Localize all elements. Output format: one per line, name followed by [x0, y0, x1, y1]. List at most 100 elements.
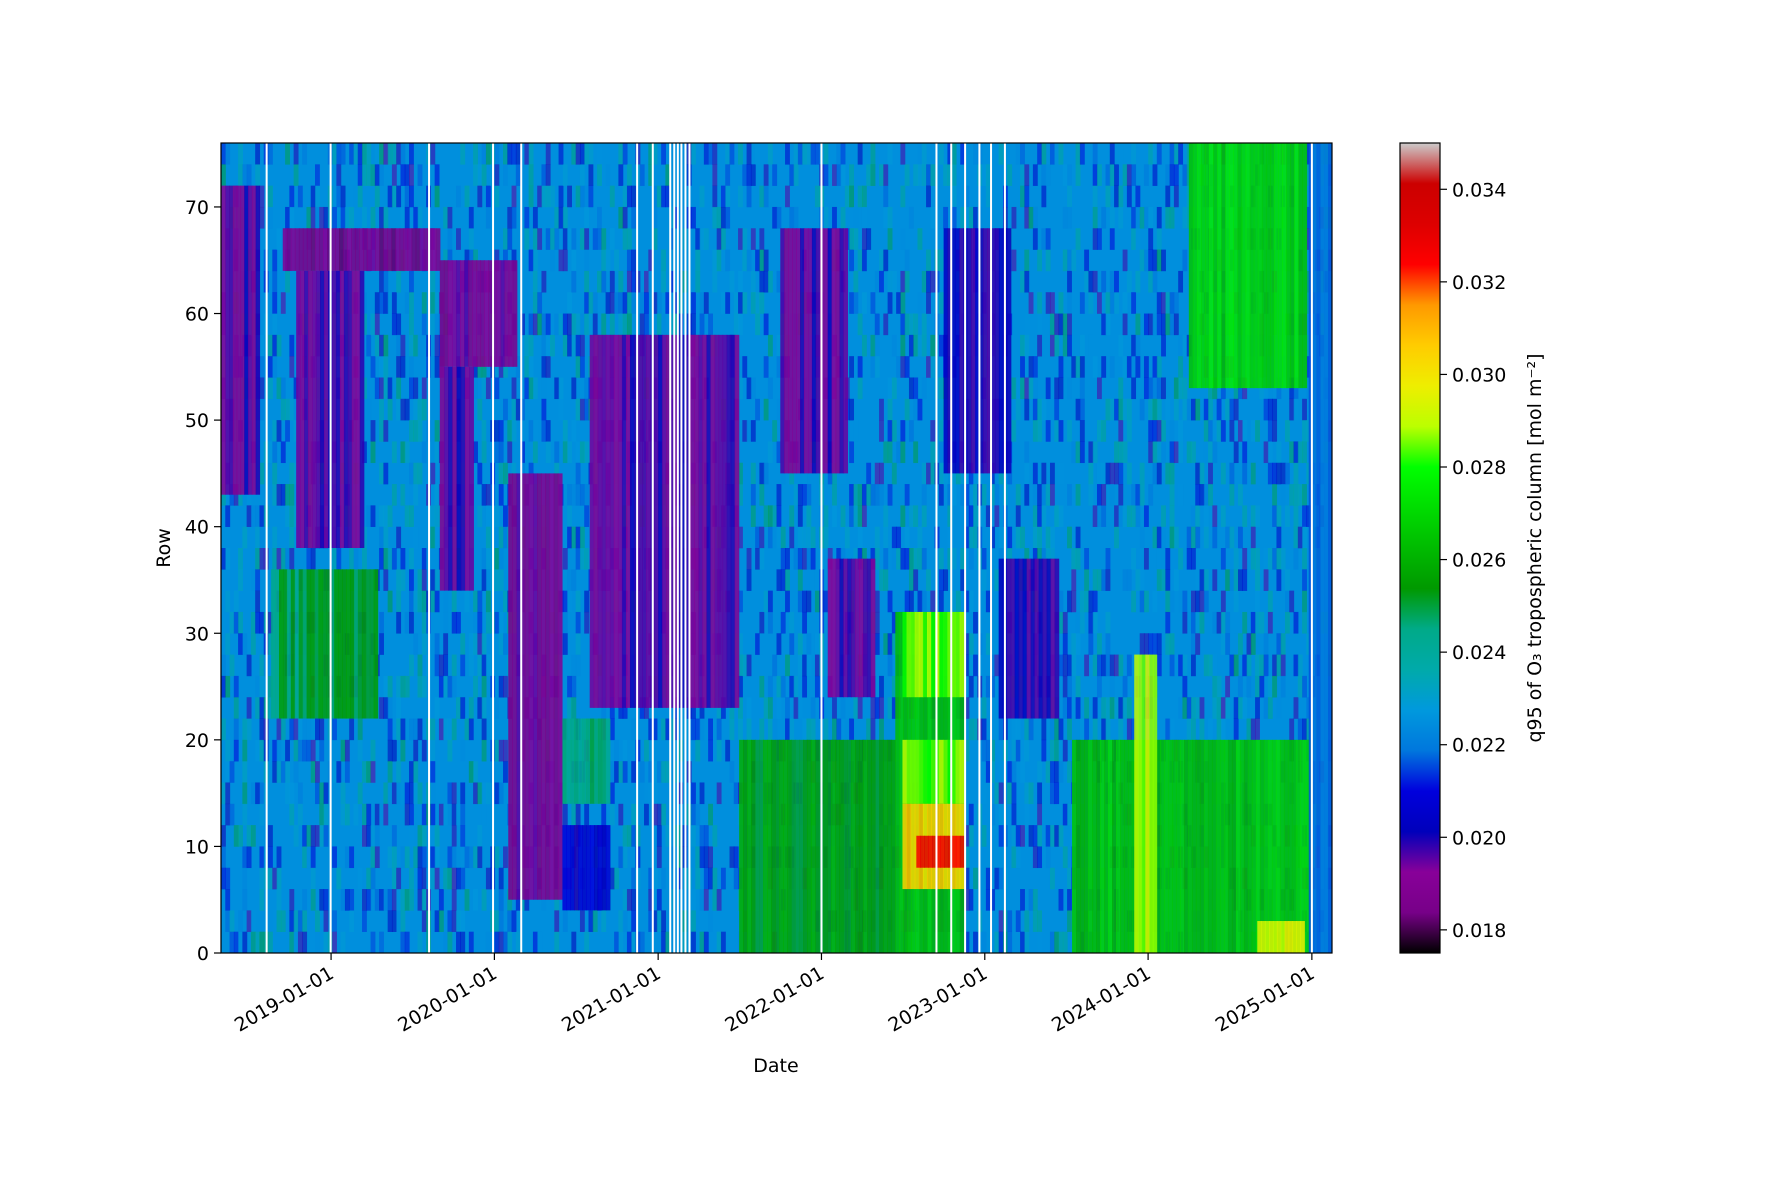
heatmap-noise-cell [652, 228, 658, 250]
heatmap-noise-cell [1067, 185, 1072, 208]
heatmap-cell [590, 718, 595, 804]
heatmap-noise-cell [861, 185, 867, 208]
heatmap-noise-cell [1156, 441, 1162, 464]
heatmap-noise-cell [374, 334, 380, 357]
heatmap-noise-cell [1037, 931, 1043, 953]
heatmap-noise-cell [276, 420, 282, 442]
heatmap-noise-cell [503, 398, 508, 421]
heatmap-noise-cell [473, 846, 478, 869]
heatmap-noise-cell [1280, 548, 1286, 570]
heatmap-noise-cell [1126, 718, 1132, 741]
heatmap-noise-cell [332, 548, 337, 570]
heatmap-cell [1255, 739, 1261, 953]
heatmap-noise-cell [238, 825, 243, 847]
heatmap-noise-cell [259, 718, 265, 741]
heatmap-noise-cell [973, 867, 978, 890]
heatmap-noise-cell [1105, 398, 1111, 421]
heatmap-noise-cell [703, 292, 709, 314]
heatmap-noise-cell [404, 846, 410, 869]
heatmap-noise-cell [947, 548, 953, 570]
heatmap-noise-cell [391, 548, 397, 570]
heatmap-noise-cell [1195, 505, 1201, 527]
heatmap-noise-cell [302, 910, 308, 932]
heatmap-noise-cell [964, 633, 970, 655]
heatmap-noise-cell [1285, 590, 1290, 613]
heatmap-noise-cell [1152, 356, 1158, 378]
heatmap-cell [870, 558, 876, 698]
heatmap-noise-cell [597, 270, 602, 293]
heatmap-noise-cell [1169, 292, 1175, 314]
heatmap-cell [1203, 739, 1209, 953]
heatmap-noise-cell [1062, 164, 1068, 186]
heatmap-noise-cell [990, 889, 996, 911]
heatmap-noise-cell [1203, 484, 1209, 506]
heatmap-noise-cell [430, 356, 436, 378]
heatmap-noise-cell [857, 484, 863, 506]
heatmap-noise-cell [1045, 484, 1051, 506]
heatmap-noise-cell [276, 377, 282, 400]
heatmap-noise-cell [409, 356, 414, 378]
heatmap-noise-cell [349, 206, 355, 229]
heatmap-cell [1205, 143, 1210, 389]
heatmap-noise-cell [588, 185, 594, 208]
heatmap-noise-cell [259, 739, 265, 762]
heatmap-noise-cell [1250, 420, 1256, 442]
heatmap-noise-cell [1212, 675, 1218, 698]
heatmap-noise-cell [631, 761, 637, 783]
heatmap-noise-cell [639, 697, 645, 719]
heatmap-noise-cell [366, 803, 372, 826]
heatmap-noise-cell [738, 313, 743, 336]
heatmap-noise-cell [994, 505, 1000, 527]
heatmap-cell [308, 270, 313, 548]
heatmap-noise-cell [289, 484, 295, 506]
heatmap-noise-cell [268, 910, 273, 932]
heatmap-noise-cell [994, 782, 1000, 805]
heatmap-noise-cell [503, 228, 508, 250]
heatmap-noise-cell [1139, 462, 1145, 485]
heatmap-noise-cell [413, 206, 419, 229]
heatmap-noise-cell [229, 803, 235, 826]
heatmap-noise-cell [1028, 206, 1034, 229]
heatmap-noise-cell [259, 334, 265, 357]
heatmap-noise-cell [1289, 718, 1295, 741]
heatmap-noise-cell [404, 611, 410, 634]
heatmap-noise-cell [477, 846, 483, 869]
heatmap-noise-cell [400, 931, 406, 953]
heatmap-noise-cell [904, 590, 910, 613]
heatmap-noise-cell [1118, 398, 1124, 421]
heatmap-noise-cell [255, 782, 261, 805]
heatmap-cell [698, 334, 704, 708]
heatmap-noise-cell [797, 505, 803, 527]
heatmap-noise-cell [960, 462, 966, 485]
heatmap-noise-cell [1020, 825, 1025, 847]
heatmap-patch-22 [1257, 921, 1305, 953]
heatmap-noise-cell [1092, 569, 1098, 591]
heatmap-noise-cell [618, 803, 624, 826]
heatmap-noise-cell [926, 356, 931, 378]
heatmap-noise-cell [362, 143, 367, 165]
heatmap-noise-cell [1049, 313, 1055, 336]
heatmap-cell [943, 611, 949, 698]
heatmap-noise-cell [1178, 697, 1184, 719]
heatmap-noise-cell [1015, 143, 1021, 165]
heatmap-noise-cell [250, 569, 256, 591]
heatmap-noise-cell [776, 484, 782, 506]
heatmap-noise-cell [477, 782, 483, 805]
heatmap-noise-cell [1131, 718, 1137, 741]
heatmap-noise-cell [575, 143, 581, 165]
heatmap-noise-cell [1139, 633, 1145, 655]
heatmap-noise-cell [913, 441, 919, 464]
heatmap-noise-cell [421, 590, 427, 613]
heatmap-cell [783, 739, 788, 953]
heatmap-noise-cell [1143, 548, 1149, 570]
heatmap-noise-cell [1071, 633, 1077, 655]
heatmap-noise-cell [973, 143, 978, 165]
heatmap-noise-cell [716, 931, 722, 953]
heatmap-noise-cell [1156, 398, 1162, 421]
heatmap-noise-cell [1246, 633, 1252, 655]
no-data-column [1003, 143, 1006, 953]
heatmap-cell [342, 569, 347, 719]
heatmap-noise-cell [451, 803, 457, 826]
heatmap-cell [1014, 558, 1020, 719]
heatmap-noise-cell [1079, 356, 1085, 378]
